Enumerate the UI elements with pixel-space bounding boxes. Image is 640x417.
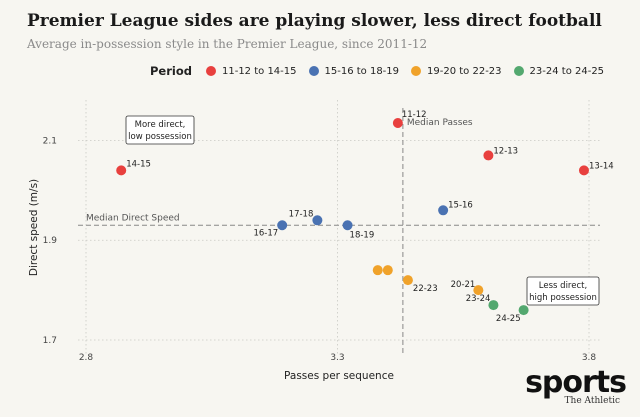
data-point-11-12 (392, 118, 403, 129)
data-point-17-18 (312, 215, 323, 226)
legend-item-period-1: 11-12 to 14-15 (205, 65, 297, 77)
data-point-18-19 (342, 220, 353, 231)
point-label-16-17: 16-17 (253, 228, 278, 238)
point-label-22-23: 22-23 (413, 284, 438, 294)
x-tick-label: 2.8 (79, 353, 94, 363)
point-label-13-14: 13-14 (589, 161, 614, 171)
point-label-18-19: 18-19 (350, 230, 375, 240)
chart-subtitle: Average in-possession style in the Premi… (27, 37, 428, 51)
point-label-15-16: 15-16 (448, 200, 473, 210)
point-label-14-15: 14-15 (126, 159, 151, 169)
brand-subtitle: The Athletic (564, 396, 620, 406)
data-point-20-21 (473, 285, 484, 296)
legend-item-period-2: 15-16 to 18-19 (308, 65, 400, 77)
median-direct-speed-label: Median Direct Speed (86, 213, 180, 223)
legend-item-period-4: 23-24 to 24-25 (513, 65, 605, 77)
legend-swatch (308, 66, 319, 76)
legend-swatch (205, 66, 216, 76)
annotation-less-direct-text: high possession (529, 293, 597, 303)
annotation-more-direct-box (125, 115, 195, 145)
data-point-unlabeled (382, 265, 393, 276)
x-axis-label: Passes per sequence (284, 370, 394, 382)
legend-item-period-3: 19-20 to 22-23 (411, 66, 502, 77)
brand-logo: sports The Athletic (525, 365, 627, 407)
legend-label: 19-20 to 22-23 (427, 65, 502, 77)
data-point-16-17 (277, 220, 288, 231)
data-point-13-14 (578, 165, 589, 176)
point-label-24-25: 24-25 (496, 314, 521, 324)
legend-label: 15-16 to 18-19 (324, 65, 400, 77)
data-point-12-13 (483, 150, 494, 161)
point-label-20-21: 20-21 (451, 280, 476, 290)
data-point-15-16 (438, 205, 449, 216)
chart-title: Premier League sides are playing slower,… (27, 11, 602, 31)
brand-wordmark: sports (525, 365, 627, 400)
data-point-24-25 (518, 305, 529, 316)
median-passes-label: Median Passes (407, 118, 473, 128)
y-tick-label: 1.7 (43, 336, 57, 346)
point-label-17-18: 17-18 (289, 209, 314, 219)
data-point-unlabeled (372, 265, 383, 276)
legend: Period 11-12 to 14-15 15-16 to 18-19 19-… (150, 64, 616, 78)
annotation-more-direct-text: More direct, (135, 120, 186, 130)
legend-label: 23-24 to 24-25 (529, 65, 605, 77)
data-point-22-23 (402, 275, 413, 286)
legend-title: Period (150, 64, 192, 78)
annotation-less-direct-box (526, 276, 600, 306)
point-label-11-12: 11-12 (402, 110, 427, 120)
data-point-14-15 (116, 165, 127, 176)
point-label-12-13: 12-13 (493, 146, 518, 156)
legend-label: 11-12 to 14-15 (221, 65, 297, 77)
x-tick-label: 3.8 (582, 353, 597, 363)
legend-swatch (411, 66, 422, 76)
y-axis-label: Direct speed (m/s) (28, 179, 40, 276)
point-label-23-24: 23-24 (466, 294, 491, 304)
x-tick-label: 3.3 (330, 353, 344, 363)
y-tick-label: 2.1 (43, 136, 57, 146)
data-point-23-24 (488, 300, 499, 311)
y-tick-label: 1.9 (43, 236, 58, 246)
legend-swatch (513, 66, 524, 76)
annotation-more-direct-text: low possession (128, 132, 192, 142)
annotation-less-direct-text: Less direct, (539, 281, 587, 291)
